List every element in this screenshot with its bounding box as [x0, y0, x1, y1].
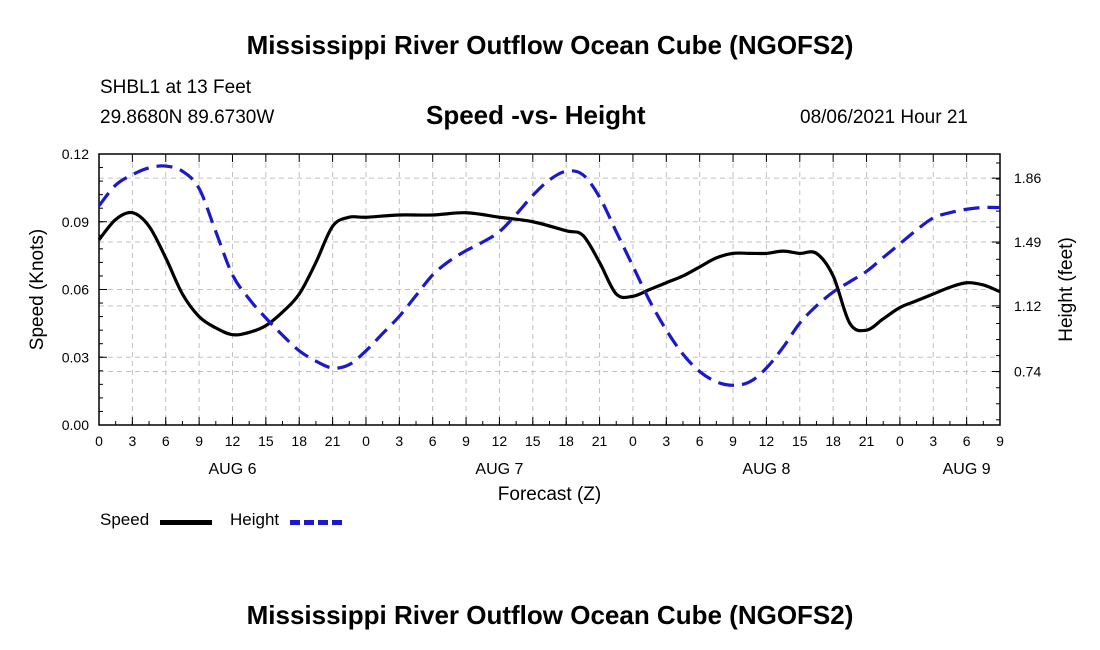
x-tick-label: 21	[592, 433, 608, 449]
x-tick-label: 18	[825, 433, 841, 449]
x-tick-label: 15	[792, 433, 808, 449]
y2-tick-label: 1.86	[1014, 170, 1041, 186]
x-tick-label: 6	[162, 433, 170, 449]
x-tick-label: 15	[258, 433, 274, 449]
date-label: AUG 6	[208, 461, 256, 478]
y-axis-title: Speed (Knots)	[27, 229, 48, 350]
x-tick-label: 18	[291, 433, 307, 449]
x-axis-title: Forecast (Z)	[498, 484, 601, 505]
x-tick-label: 3	[662, 433, 670, 449]
series-speed-line	[97, 210, 1001, 337]
legend-height-swatch	[290, 520, 342, 525]
y2-tick-label: 1.12	[1014, 298, 1041, 314]
x-tick-label: 18	[558, 433, 574, 449]
station-label: SHBL1 at 13 Feet	[100, 77, 252, 98]
x-tick-label: 3	[128, 433, 136, 449]
y-tick-label: 0.00	[62, 417, 89, 433]
x-tick-label: 6	[429, 433, 437, 449]
legend-speed-swatch	[160, 520, 212, 525]
x-tick-label: 0	[896, 433, 904, 449]
y2-tick-label: 1.49	[1014, 234, 1041, 250]
y-tick-label: 0.12	[62, 146, 89, 162]
x-tick-label: 0	[629, 433, 637, 449]
y2-axis-title: Height (feet)	[1056, 237, 1077, 342]
page-title: Mississippi River Outflow Ocean Cube (NG…	[246, 30, 854, 60]
x-tick-label: 6	[696, 433, 704, 449]
chart-title: Speed -vs- Height	[426, 100, 646, 130]
x-tick-label: 15	[525, 433, 541, 449]
x-tick-label: 9	[462, 433, 470, 449]
x-tick-label: 0	[362, 433, 370, 449]
x-tick-label: 9	[996, 433, 1004, 449]
x-tick-label: 9	[729, 433, 737, 449]
station-coordinates: 29.8680N 89.6730W	[100, 107, 275, 128]
x-tick-label: 21	[325, 433, 341, 449]
x-tick-label: 12	[759, 433, 775, 449]
x-tick-label: 3	[929, 433, 937, 449]
x-tick-label: 0	[95, 433, 103, 449]
page-footer-title: Mississippi River Outflow Ocean Cube (NG…	[246, 600, 854, 630]
x-tick-label: 3	[395, 433, 403, 449]
y-tick-label: 0.06	[62, 282, 89, 298]
x-tick-label: 6	[963, 433, 971, 449]
x-tick-label: 21	[859, 433, 875, 449]
series-height-line	[97, 164, 1001, 387]
forecast-timestamp: 08/06/2021 Hour 21	[800, 107, 968, 128]
y-tick-label: 0.09	[62, 214, 89, 230]
x-tick-label: 12	[225, 433, 241, 449]
date-label: AUG 8	[742, 461, 790, 478]
y2-tick-label: 0.74	[1014, 363, 1041, 379]
date-label: AUG 9	[943, 461, 991, 478]
legend-height-label: Height	[230, 510, 280, 529]
y-tick-label: 0.03	[62, 349, 89, 365]
date-label: AUG 7	[475, 461, 523, 478]
x-tick-label: 12	[492, 433, 508, 449]
x-tick-label: 9	[195, 433, 203, 449]
legend-speed-label: Speed	[100, 510, 150, 529]
